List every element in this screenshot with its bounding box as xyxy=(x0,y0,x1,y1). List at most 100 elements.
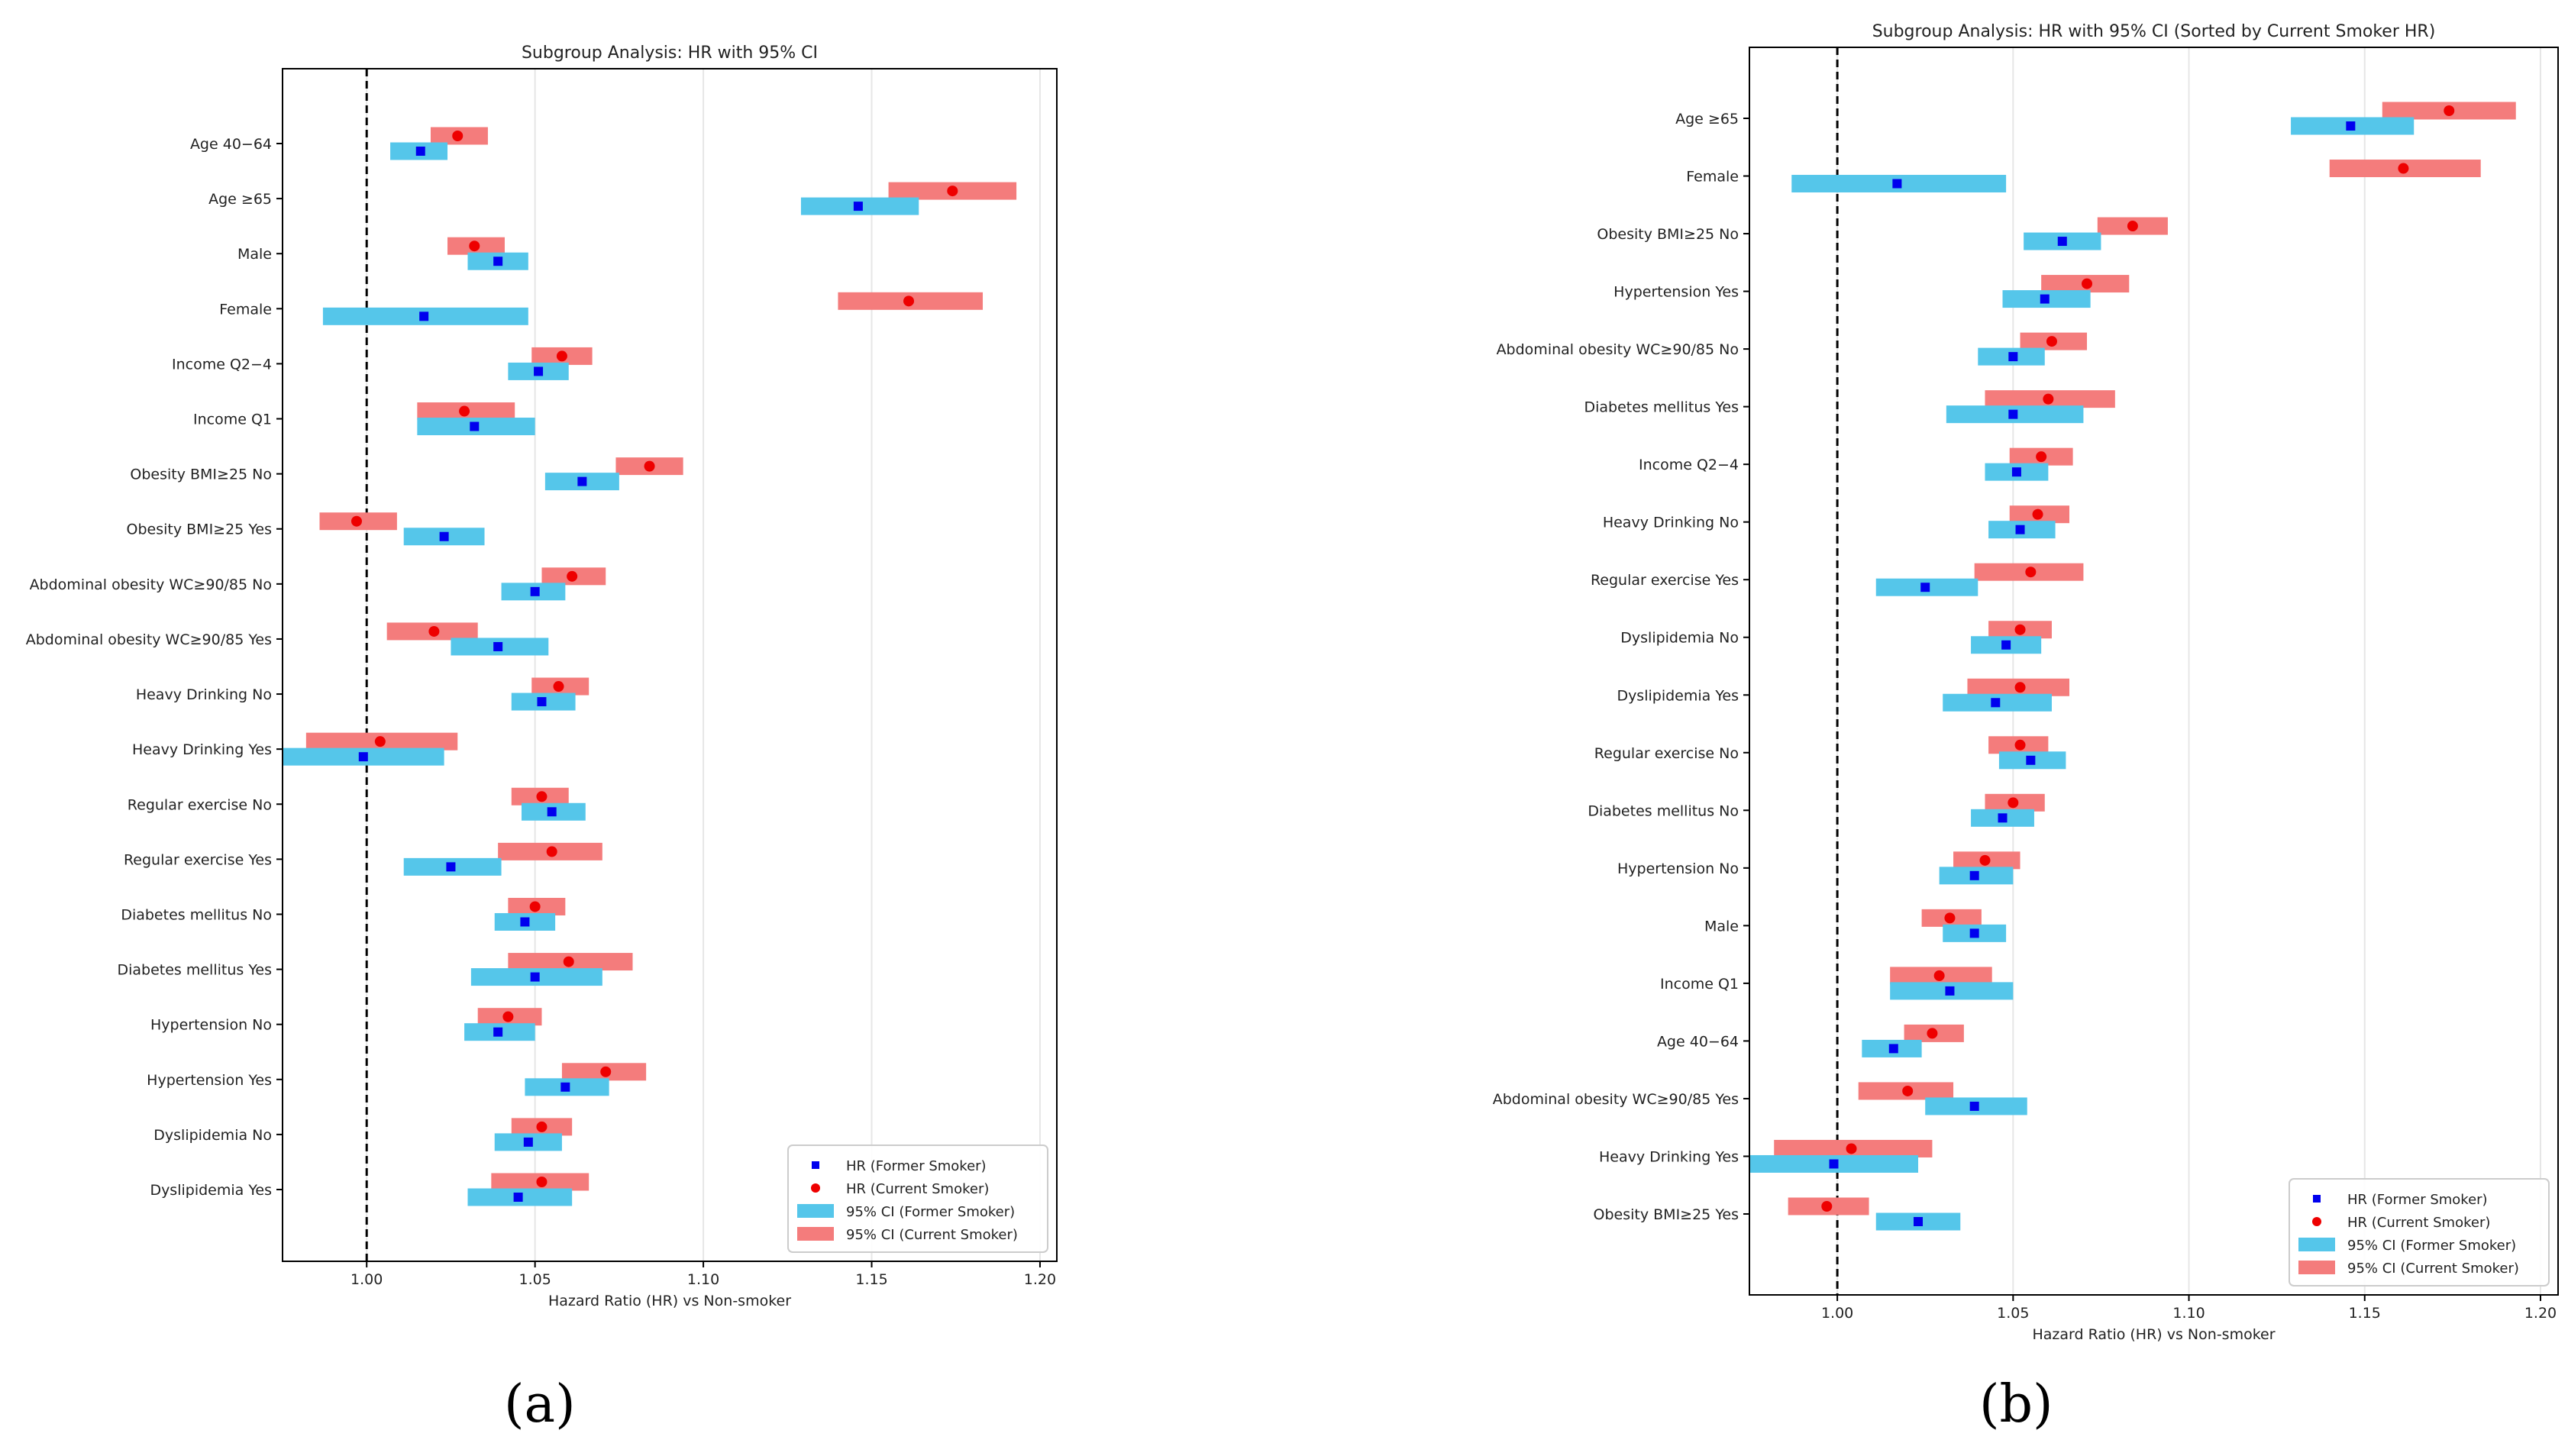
panel-b-hr-current-point xyxy=(1902,1085,1914,1096)
panel-b-hr-current-point xyxy=(1933,970,1945,981)
panel-a-legend-label: HR (Former Smoker) xyxy=(846,1158,987,1174)
panel-a-ytick-label: Income Q1 xyxy=(193,412,272,428)
panel-a-hr-current-point xyxy=(644,460,655,472)
panel-b-hr-former-point xyxy=(2015,525,2025,534)
panel-a-hr-former-point xyxy=(520,917,530,927)
panel-a-xtick-label: 1.00 xyxy=(350,1271,383,1288)
panel-a-ytick-label: Female xyxy=(219,301,272,318)
panel-a-hr-current-point xyxy=(502,1011,514,1022)
panel-a-title: Subgroup Analysis: HR with 95% CI xyxy=(522,44,818,63)
panel-b-ytick-label: Hypertension No xyxy=(1617,860,1739,877)
panel-b-hr-former-point xyxy=(2346,121,2356,131)
panel-b-xtick-label: 1.05 xyxy=(1997,1305,2029,1322)
panel-b-hr-former-point xyxy=(2008,409,2018,419)
panel-a-hr-current-point xyxy=(428,625,440,637)
panel-a-hr-current-point xyxy=(556,350,567,362)
panel-b-legend-current-point xyxy=(2312,1217,2321,1226)
panel-b-hr-current-point xyxy=(2046,336,2057,347)
panel-a-hr-former-point xyxy=(470,421,480,431)
panel-b-xtick-label: 1.00 xyxy=(1821,1305,1853,1322)
panel-a-xtick-label: 1.10 xyxy=(687,1271,719,1288)
panel-a-hr-former-point xyxy=(853,202,863,211)
panel-b-xtick-label: 1.15 xyxy=(2349,1305,2381,1322)
panel-a-hr-current-point xyxy=(374,736,386,747)
panel-b-legend-label: 95% CI (Current Smoker) xyxy=(2347,1261,2519,1277)
panel-a-hr-current-point xyxy=(452,131,464,141)
panel-a-hr-current-point xyxy=(536,791,548,802)
panel-a-hr-current-point xyxy=(536,1177,548,1187)
panel-a-legend-former-point xyxy=(812,1161,819,1169)
panel-b-hr-former-point xyxy=(1969,928,1979,938)
panel-a-ytick-label: Diabetes mellitus No xyxy=(121,906,272,923)
panel-a-hr-former-point xyxy=(547,807,557,817)
panel-a-chart: Subgroup Analysis: HR with 95% CI Age 40−… xyxy=(26,44,1058,1309)
panel-b-hr-former-point xyxy=(1888,1044,1898,1054)
panel-a-ytick-label: Age ≥65 xyxy=(208,191,272,208)
panel-a-hr-current-point xyxy=(553,681,564,692)
panel-b-hr-former-point xyxy=(1969,1101,1979,1111)
panel-b-xtick-label: 1.10 xyxy=(2172,1305,2205,1322)
panel-a-axes-frame xyxy=(282,68,1058,1262)
panel-a-hr-former-point xyxy=(415,147,425,156)
panel-b-ytick-label: Male xyxy=(1704,918,1739,935)
panel-a-ytick-label: Abdominal obesity WC≥90/85 No xyxy=(30,576,272,593)
panel-b-hr-former-point xyxy=(1945,986,1955,996)
panel-b-legend-label: HR (Current Smoker) xyxy=(2347,1215,2490,1231)
panel-b-legend-current-bar xyxy=(2298,1261,2335,1274)
panel-a-legend-box xyxy=(787,1144,1048,1253)
panel-b-hr-current-point xyxy=(2444,105,2455,116)
panel-a-hr-former-point xyxy=(577,476,587,486)
panel-a-hr-former-point xyxy=(560,1082,570,1092)
panel-a-ytick-label: Heavy Drinking No xyxy=(136,686,272,703)
panel-a-hr-former-point xyxy=(534,366,544,376)
panel-a-hr-former-point xyxy=(530,972,540,982)
panel-b-ytick-label: Diabetes mellitus No xyxy=(1588,802,1739,819)
panel-a-hr-current-point xyxy=(350,515,362,527)
panel-a-xtick-label: 1.15 xyxy=(855,1271,887,1288)
panel-b-legend-former-bar xyxy=(2298,1238,2335,1251)
panel-a-caption: (a) xyxy=(504,1374,576,1435)
panel-a-hr-current-point xyxy=(600,1066,612,1077)
panel-a-hr-current-point xyxy=(459,405,470,417)
panel-b-hr-former-point xyxy=(1914,1217,1924,1226)
panel-b-hr-current-point xyxy=(2032,508,2043,520)
panel-a-hr-former-point xyxy=(446,862,456,872)
panel-b-hr-current-point xyxy=(1979,854,1991,866)
panel-b-hr-current-point xyxy=(2008,797,2019,809)
panel-b-xlabel: Hazard Ratio (HR) vs Non-smoker xyxy=(2032,1326,2275,1343)
panel-b-axes-frame xyxy=(1749,47,2559,1296)
panel-b-ytick-label: Regular exercise No xyxy=(1594,745,1739,762)
panel-a-hr-former-point xyxy=(493,641,503,651)
panel-a-hr-current-point xyxy=(567,570,578,582)
panel-b-ytick-label: Age 40−64 xyxy=(1657,1033,1739,1050)
panel-a-ytick-label: Obesity BMI≥25 Yes xyxy=(127,521,272,538)
panel-b-hr-former-point xyxy=(1920,583,1930,592)
panel-b-hr-current-point xyxy=(2082,278,2093,289)
panel-b-ytick-label: Obesity BMI≥25 No xyxy=(1597,226,1739,243)
panel-a-hr-former-point xyxy=(493,1027,503,1037)
panel-b-hr-current-point xyxy=(2036,451,2047,463)
panel-b-hr-former-point xyxy=(2011,467,2021,477)
panel-a-ytick-label: Regular exercise Yes xyxy=(124,851,272,868)
panel-b-xtick-label: 1.20 xyxy=(2524,1305,2557,1322)
panel-a-ytick-label: Income Q2−4 xyxy=(172,356,272,373)
panel-b-ytick-label: Regular exercise Yes xyxy=(1591,572,1739,589)
panel-b-ytick-label: Dyslipidemia Yes xyxy=(1617,687,1739,704)
panel-a-hr-former-point xyxy=(358,752,368,762)
panel-b-hr-former-point xyxy=(1829,1159,1839,1169)
panel-b-legend-former-point xyxy=(2313,1195,2321,1203)
panel-b-hr-former-point xyxy=(1892,179,1902,189)
panel-b-legend-label: HR (Former Smoker) xyxy=(2347,1192,2488,1208)
panel-a-hr-former-point xyxy=(513,1193,523,1202)
panel-a-ytick-label: Dyslipidemia Yes xyxy=(150,1182,272,1199)
panel-b-ytick-label: Abdominal obesity WC≥90/85 No xyxy=(1497,341,1739,358)
panel-b-hr-current-point xyxy=(1927,1028,1938,1039)
panel-a-hr-current-point xyxy=(536,1121,548,1132)
panel-a-hr-former-point xyxy=(537,697,547,707)
panel-b-ytick-label: Diabetes mellitus Yes xyxy=(1584,399,1739,416)
panel-a-legend-current-point xyxy=(811,1183,820,1193)
panel-b-ytick-label: Income Q1 xyxy=(1660,976,1739,993)
panel-b-hr-current-point xyxy=(2014,682,2026,693)
panel-b-hr-current-point xyxy=(1821,1201,1833,1212)
